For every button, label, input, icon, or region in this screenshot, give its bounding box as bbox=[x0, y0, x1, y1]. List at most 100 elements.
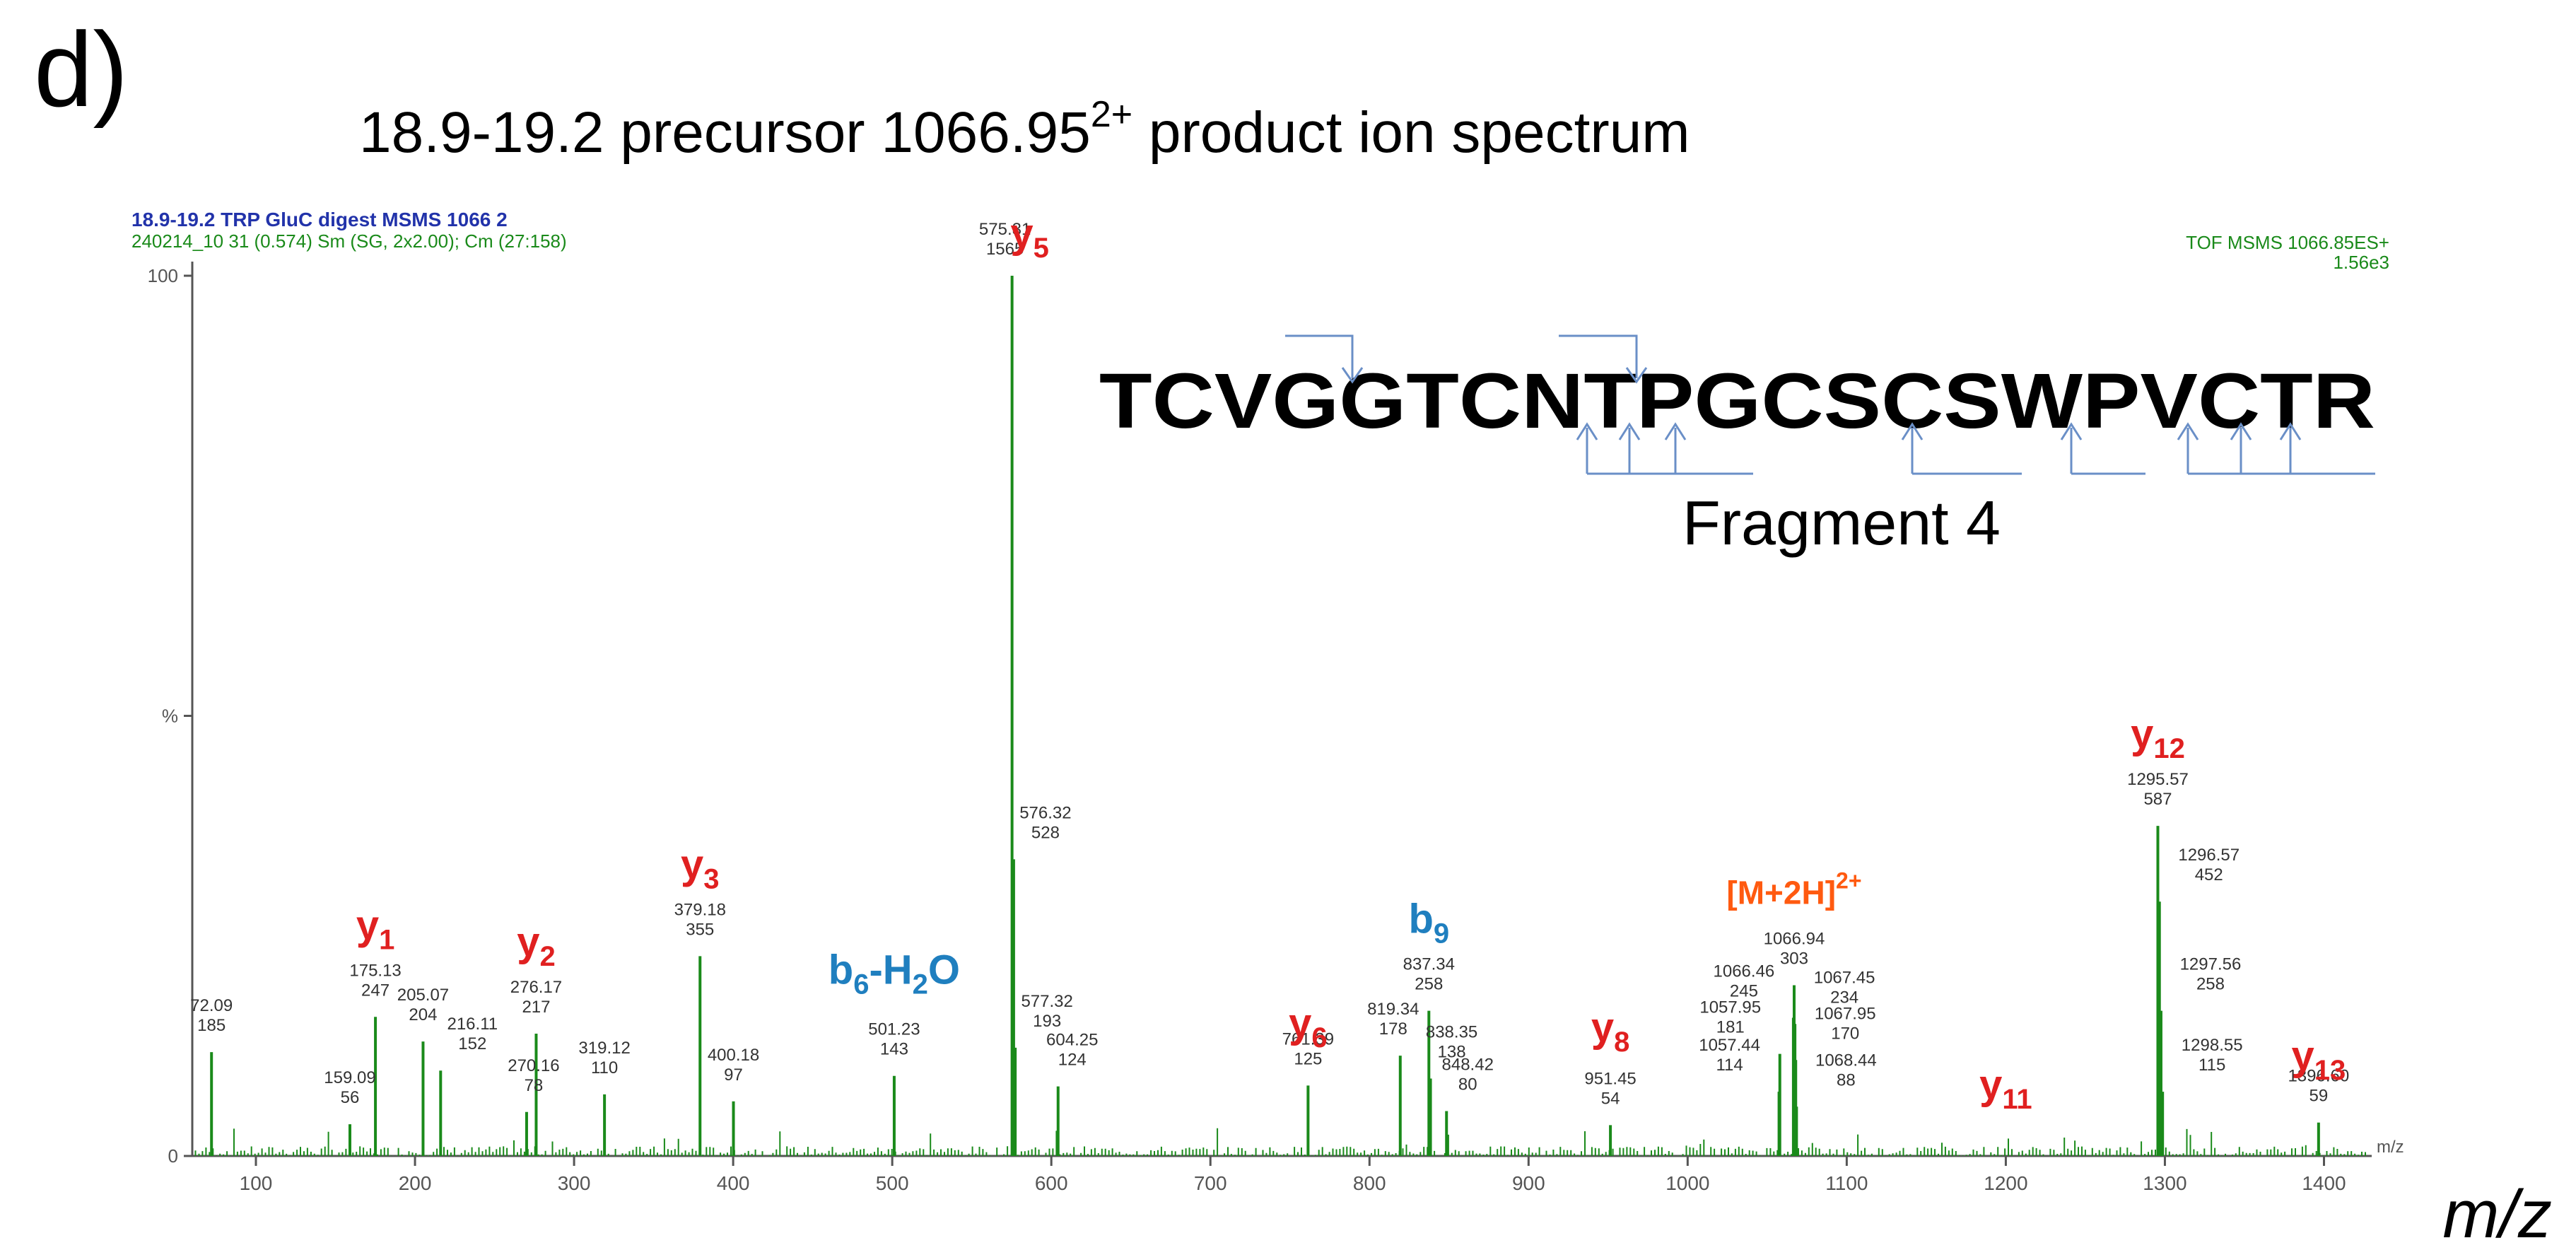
x-tick-label-8: 900 bbox=[1512, 1172, 1545, 1194]
peak-mz-label-29: 1296.57 bbox=[2178, 846, 2240, 865]
peak-int-label-6: 217 bbox=[522, 998, 550, 1017]
peak-int-label-0: 185 bbox=[197, 1016, 226, 1035]
peak-mz-label-12: 576.32 bbox=[1019, 803, 1071, 822]
peak-mz-label-19: 848.42 bbox=[1442, 1056, 1494, 1075]
peak-mz-label-15: 761.39 bbox=[1282, 1029, 1334, 1049]
instrument-line-1: 18.9-19.2 TRP GluC digest MSMS 1066 2 bbox=[131, 209, 508, 230]
peak-mz-label-9: 400.18 bbox=[708, 1046, 759, 1065]
figure-title-main: 18.9-19.2 precursor 1066.95 bbox=[359, 100, 1091, 165]
y-arrow-4 bbox=[1911, 428, 2022, 475]
x-axis-corner-label: m/z bbox=[2377, 1138, 2404, 1157]
b-arrow-1-head bbox=[1341, 367, 1364, 384]
x-ticks: 100 200 300 400 500 600 700 800 900 1000 1100 1200 1… bbox=[240, 1156, 2346, 1194]
peak-int-label-9: 97 bbox=[724, 1065, 743, 1085]
x-tick-label-13: 1400 bbox=[2302, 1172, 2346, 1194]
peak-mz-label-27: 1068.44 bbox=[1815, 1051, 1877, 1070]
y-arrow-5 bbox=[2070, 428, 2145, 475]
peak-int-label-12: 528 bbox=[1031, 823, 1060, 842]
peak-int-label-20: 54 bbox=[1601, 1089, 1620, 1108]
x-tick-label-4: 500 bbox=[876, 1172, 909, 1194]
peak-mz-label-21: 1057.44 bbox=[1699, 1036, 1760, 1055]
x-tick-label-6: 700 bbox=[1194, 1172, 1227, 1194]
peak-mz-label-16: 819.34 bbox=[1367, 1000, 1419, 1019]
peak-int-label-4: 152 bbox=[458, 1034, 486, 1053]
panel-label: d) bbox=[34, 10, 128, 129]
peak-mz-label-30: 1297.56 bbox=[2180, 955, 2242, 974]
peak-mz-label-23: 1066.46 bbox=[1714, 962, 1775, 981]
ion-label-y3: y3 bbox=[681, 841, 720, 894]
y-tick-label-0: 0 bbox=[168, 1145, 178, 1167]
peak-mz-label-22: 1057.95 bbox=[1699, 998, 1761, 1017]
x-tick-label-0: 100 bbox=[240, 1172, 273, 1194]
fragment-label: Fragment 4 bbox=[1682, 488, 2001, 558]
x-tick-label-5: 600 bbox=[1035, 1172, 1068, 1194]
peak-int-label-27: 88 bbox=[1837, 1070, 1856, 1090]
peak-int-label-17: 258 bbox=[1415, 975, 1443, 994]
baseline-noise bbox=[194, 1128, 2366, 1156]
peak-int-label-25: 234 bbox=[1830, 988, 1858, 1007]
peak-int-label-29: 452 bbox=[2195, 865, 2223, 884]
ion-label-mh2+: [M+2H]2+ bbox=[1726, 868, 1861, 911]
peak-mz-label-13: 577.32 bbox=[1021, 992, 1072, 1011]
x-tick-label-12: 1300 bbox=[2143, 1172, 2186, 1194]
peak-mz-label-10: 501.23 bbox=[868, 1020, 920, 1039]
peak-int-label-30: 258 bbox=[2196, 975, 2225, 994]
peak-int-label-10: 143 bbox=[880, 1040, 908, 1059]
peak-int-label-22: 181 bbox=[1716, 1018, 1745, 1037]
figure-title-sup: 2+ bbox=[1091, 94, 1132, 135]
peak-mz-label-1: 159.09 bbox=[324, 1068, 375, 1087]
y-arrow-1 bbox=[1586, 428, 1753, 475]
peak-int-label-16: 178 bbox=[1379, 1020, 1407, 1039]
peak-int-label-32: 59 bbox=[2309, 1087, 2328, 1106]
peak-mz-label-11: 575.31 bbox=[979, 220, 1031, 239]
x-tick-label-7: 800 bbox=[1353, 1172, 1386, 1194]
ion-label-y5: y5 bbox=[1010, 211, 1049, 264]
peak-mz-label-0: 72.09 bbox=[190, 996, 233, 1015]
peptide-sequence: TCVGGTCNTPGCSCSWPVCTR bbox=[1099, 358, 2375, 445]
peak-int-label-31: 115 bbox=[2199, 1056, 2225, 1075]
y-arrow-6-head bbox=[2177, 422, 2199, 440]
x-tick-label-2: 300 bbox=[558, 1172, 591, 1194]
x-tick-label-1: 200 bbox=[399, 1172, 432, 1194]
peak-int-label-14: 124 bbox=[1058, 1051, 1087, 1070]
peak-mz-label-32: 1396.60 bbox=[2288, 1067, 2349, 1086]
y-arrow-3-head bbox=[1664, 422, 1687, 440]
peak-int-label-3: 204 bbox=[409, 1005, 437, 1024]
figure-title: 18.9-19.2 precursor 1066.952+ product io… bbox=[359, 94, 1690, 165]
ion-label-b6: b6-H2O bbox=[829, 947, 960, 1000]
instrument-line-2: 240214_10 31 (0.574) Sm (SG, 2x2.00); Cm… bbox=[131, 230, 567, 252]
y-arrow-6 bbox=[2186, 428, 2375, 475]
peak-int-label-18: 138 bbox=[1438, 1042, 1466, 1061]
peak-mz-label-20: 951.45 bbox=[1584, 1069, 1636, 1088]
x-tick-label-3: 400 bbox=[717, 1172, 750, 1194]
peak-int-label-11: 1565 bbox=[986, 240, 1024, 259]
y-arrow-8-head bbox=[2279, 422, 2302, 440]
ion-label-y8: y8 bbox=[1591, 1005, 1630, 1058]
y-arrow-7-head bbox=[2230, 422, 2252, 440]
sequence-fragmentation-arrows bbox=[1285, 334, 2375, 475]
x-tick-label-9: 1000 bbox=[1665, 1172, 1709, 1194]
peak-int-label-23: 245 bbox=[1730, 982, 1758, 1001]
peak-mz-label-24: 1066.94 bbox=[1764, 929, 1825, 948]
x-tick-label-11: 1200 bbox=[1984, 1172, 2027, 1194]
peak-mz-label-18: 838.35 bbox=[1426, 1022, 1477, 1041]
peak-int-label-1: 56 bbox=[341, 1088, 360, 1107]
peak-mz-label-28: 1295.57 bbox=[2127, 770, 2189, 789]
peak-int-label-21: 114 bbox=[1716, 1056, 1743, 1075]
x-tick-label-10: 1100 bbox=[1825, 1172, 1868, 1194]
peak-mz-label-4: 216.11 bbox=[447, 1015, 498, 1034]
ion-label-y11: y11 bbox=[1979, 1062, 2032, 1115]
peak-int-label-13: 193 bbox=[1033, 1012, 1061, 1031]
b-arrow-2-head bbox=[1625, 367, 1648, 384]
instrument-right-1: TOF MSMS 1066.85ES+ bbox=[2186, 232, 2389, 253]
peak-mz-label-14: 604.25 bbox=[1046, 1031, 1098, 1050]
ion-label-y6: y6 bbox=[1289, 1000, 1328, 1053]
b-arrow-1 bbox=[1285, 334, 1354, 378]
peak-int-label-7: 110 bbox=[591, 1058, 618, 1077]
peak-int-label-15: 125 bbox=[1294, 1049, 1322, 1068]
y-tick-label-2: 100 bbox=[148, 265, 178, 286]
ion-label-y2: y2 bbox=[517, 919, 556, 972]
ion-label-y1: y1 bbox=[356, 902, 395, 955]
y-tick-label-1: % bbox=[162, 706, 178, 727]
peak-mz-label-2: 175.13 bbox=[349, 961, 401, 980]
